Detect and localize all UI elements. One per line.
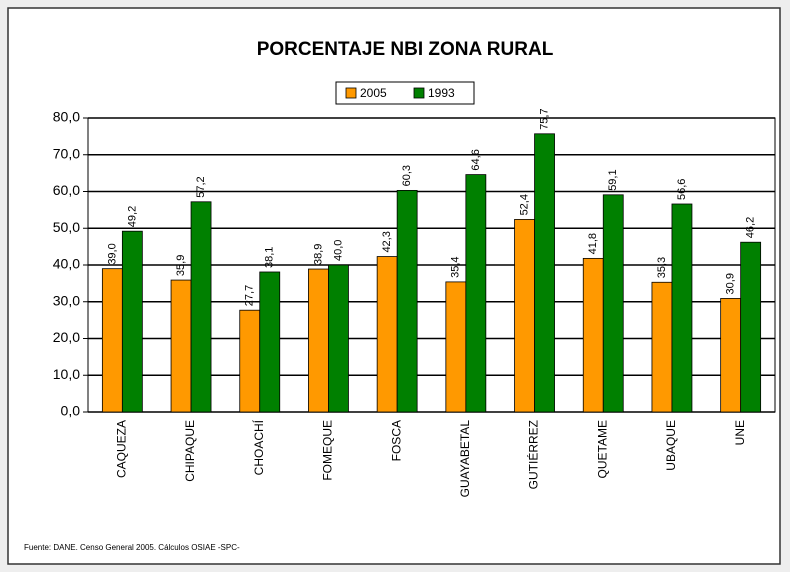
bar: [190, 201, 212, 413]
value-label: 38,1: [264, 247, 276, 268]
y-tick-label: 20,0: [53, 329, 80, 345]
value-label: 27,7: [244, 285, 256, 306]
legend-box: [335, 81, 475, 105]
source-note: Fuente: DANE. Censo General 2005. Cálcul…: [24, 543, 240, 552]
value-label: 40,0: [332, 240, 344, 261]
bar: [651, 281, 673, 413]
y-tick-label: 10,0: [53, 366, 80, 382]
y-tick-label: 60,0: [53, 182, 80, 198]
y-tick-label: 70,0: [53, 145, 80, 161]
bar: [445, 281, 467, 413]
legend-label: 1993: [428, 86, 455, 100]
bar: [396, 189, 418, 413]
bar: [582, 257, 604, 413]
value-label: 64,6: [470, 149, 482, 170]
bar: [465, 174, 487, 413]
bar: [534, 133, 555, 413]
value-label: 41,8: [587, 233, 599, 254]
value-label: 35,3: [656, 257, 668, 278]
bar: [308, 268, 329, 413]
x-tick-label: FOMEQUE: [321, 420, 335, 481]
value-label: 38,9: [312, 244, 324, 265]
y-tick-label: 50,0: [53, 219, 80, 235]
value-label: 60,3: [401, 165, 413, 186]
bar: [740, 241, 762, 413]
y-tick-label: 30,0: [53, 292, 80, 308]
value-label: 52,4: [518, 194, 530, 215]
x-tick-label: CAQUEZA: [115, 420, 129, 478]
legend-swatch: [413, 87, 425, 99]
x-tick-label: GUTIÉRREZ: [526, 420, 541, 489]
bar: [101, 268, 123, 413]
bar: [720, 298, 742, 413]
y-tick-label: 80,0: [53, 109, 80, 125]
legend-label: 2005: [360, 86, 387, 100]
value-label: 59,1: [607, 169, 619, 190]
bar: [514, 219, 535, 413]
value-label: 57,2: [195, 176, 207, 197]
x-tick-label: FOSCA: [389, 420, 403, 461]
value-label: 39,0: [106, 243, 118, 264]
value-label: 56,6: [676, 179, 688, 200]
chart-title: PORCENTAJE NBI ZONA RURAL: [257, 39, 554, 60]
bar: [602, 194, 624, 413]
bar: [328, 264, 349, 413]
bar: [259, 271, 281, 413]
x-tick-label: UBAQUE: [664, 420, 678, 471]
bar: [239, 309, 261, 413]
legend-swatch: [345, 87, 357, 99]
x-tick-label: GUAYABETAL: [458, 420, 472, 498]
bar: [170, 279, 192, 413]
y-tick-label: 40,0: [53, 256, 80, 272]
value-label: 75,7: [538, 108, 550, 129]
bar: [121, 230, 143, 413]
bar: [376, 256, 398, 413]
x-tick-label: CHIPAQUE: [183, 420, 197, 482]
x-tick-label: CHOACHÍ: [251, 419, 266, 475]
value-label: 42,3: [381, 231, 393, 252]
value-label: 35,4: [450, 256, 462, 277]
x-tick-label: UNE: [733, 420, 747, 445]
value-label: 30,9: [725, 273, 737, 294]
value-label: 35,9: [175, 255, 187, 276]
value-label: 49,2: [126, 206, 138, 227]
x-tick-label: QUETAME: [595, 420, 609, 478]
value-label: 46,2: [745, 217, 757, 238]
bar: [671, 203, 693, 413]
y-tick-label: 0,0: [61, 403, 81, 419]
